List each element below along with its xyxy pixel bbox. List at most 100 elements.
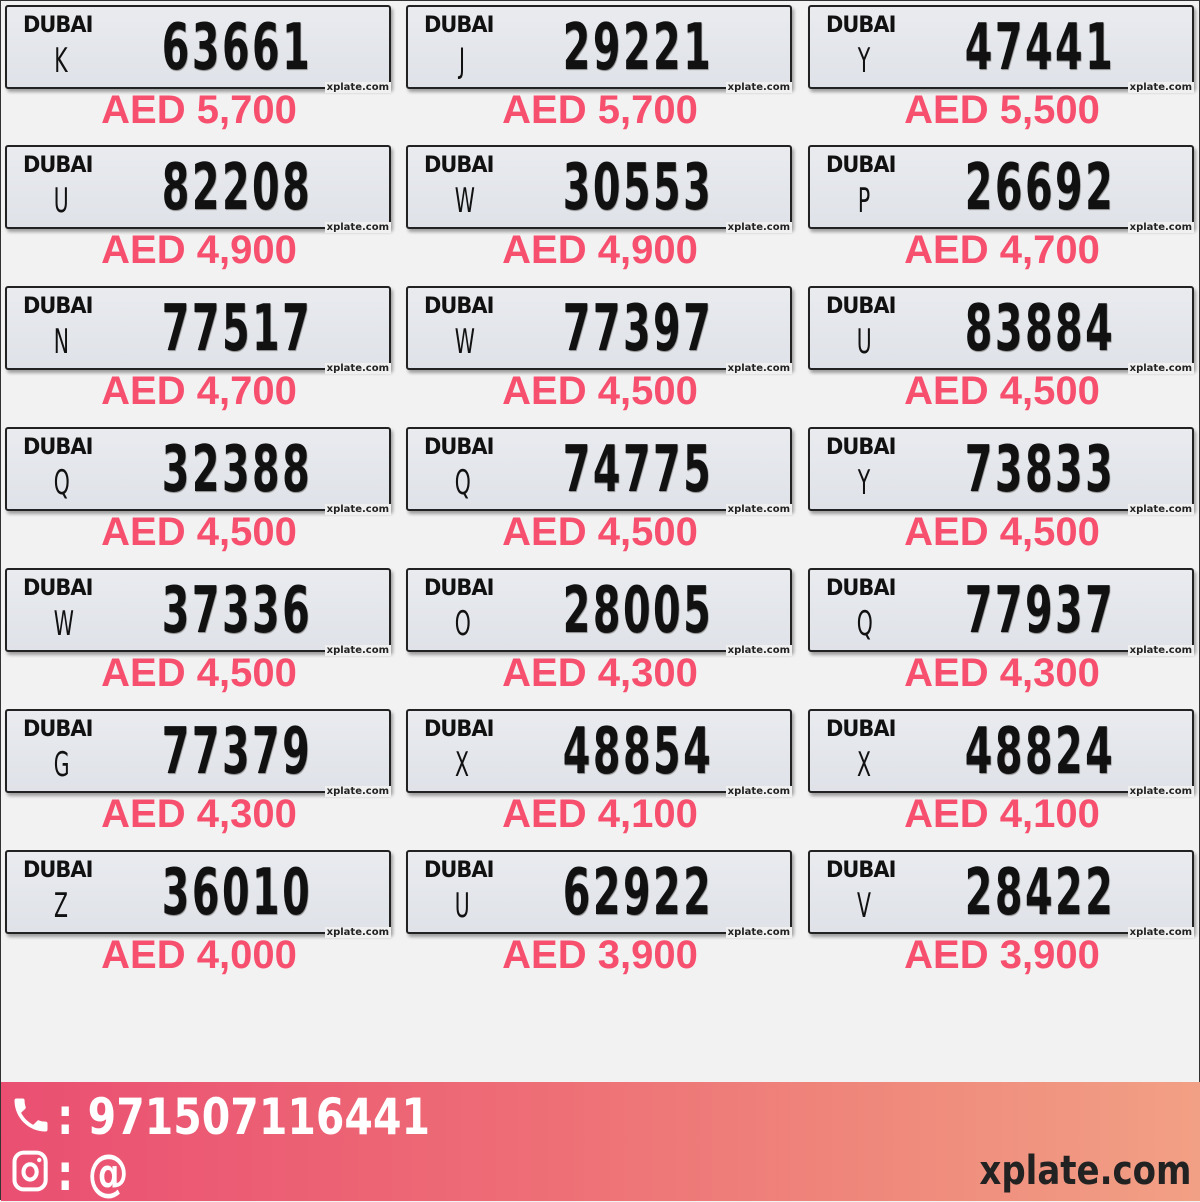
plate-code: W [454, 322, 475, 362]
plate-price: AED 4,700 [904, 228, 1100, 272]
plate-listing[interactable]: DUBAI Z 36010 xplate.com AED 4,000 [5, 850, 393, 990]
plate-grid: DUBAI K 63661 xplate.com AED 5,700 DUBAI… [1, 1, 1200, 1076]
plate-code: Q [53, 463, 70, 503]
plate-code: W [454, 181, 475, 221]
plate-listing[interactable]: DUBAI O 28005 xplate.com AED 4,300 [406, 568, 794, 708]
plate-code: P [857, 181, 871, 221]
plate-listing[interactable]: DUBAI Q 77937 xplate.com AED 4,300 [808, 568, 1196, 708]
plate-code: N [53, 322, 70, 362]
plate-listing[interactable]: DUBAI G 77379 xplate.com AED 4,300 [5, 709, 393, 849]
instagram-icon [9, 1148, 57, 1199]
plate-emirate: DUBAI [826, 717, 896, 742]
plate-emirate: DUBAI [23, 13, 93, 38]
plate-listing[interactable]: DUBAI Q 32388 xplate.com AED 4,500 [5, 427, 393, 567]
plate-price: AED 4,500 [502, 510, 698, 554]
license-plate: DUBAI G 77379 xplate.com [5, 709, 391, 797]
plate-watermark: xplate.com [725, 786, 792, 797]
plate-number: 28005 [562, 574, 714, 648]
plate-price: AED 4,700 [101, 369, 297, 413]
plate-watermark: xplate.com [324, 363, 391, 374]
plate-listing[interactable]: DUBAI Y 47441 xplate.com AED 5,500 [808, 5, 1196, 145]
plate-listing[interactable]: DUBAI Q 74775 xplate.com AED 4,500 [406, 427, 794, 567]
plate-watermark: xplate.com [324, 82, 391, 93]
plate-number: 48854 [562, 715, 714, 789]
plate-watermark: xplate.com [725, 363, 792, 374]
license-plate: DUBAI W 77397 xplate.com [406, 286, 792, 374]
phone-row: : 971507116441 [9, 1088, 512, 1146]
plate-price: AED 5,500 [904, 88, 1100, 132]
license-plate: DUBAI X 48854 xplate.com [406, 709, 792, 797]
plate-watermark: xplate.com [1127, 504, 1194, 515]
license-plate: DUBAI Y 73833 xplate.com [808, 427, 1194, 515]
plate-price: AED 4,500 [101, 510, 297, 554]
plate-price: AED 4,300 [502, 651, 698, 695]
plate-number: 82208 [161, 151, 313, 225]
plate-number: 62922 [562, 856, 714, 930]
plate-watermark: xplate.com [1127, 82, 1194, 93]
plate-code: Y [857, 41, 871, 81]
phone-number[interactable]: : 971507116441 [57, 1088, 431, 1146]
plate-code: U [856, 322, 872, 362]
plate-number: 74775 [562, 433, 714, 507]
plate-number: 47441 [964, 11, 1116, 85]
plate-emirate: DUBAI [23, 717, 93, 742]
plate-listing[interactable]: DUBAI K 63661 xplate.com AED 5,700 [5, 5, 393, 145]
plate-emirate: DUBAI [826, 858, 896, 883]
plate-listing[interactable]: DUBAI U 62922 xplate.com AED 3,900 [406, 850, 794, 990]
plate-number: 77517 [161, 292, 313, 366]
plate-emirate: DUBAI [23, 858, 93, 883]
license-plate: DUBAI Y 47441 xplate.com [808, 5, 1194, 93]
plate-price: AED 4,100 [502, 792, 698, 836]
plate-emirate: DUBAI [23, 435, 93, 460]
plate-listing[interactable]: DUBAI W 30553 xplate.com AED 4,900 [406, 145, 794, 285]
plate-number: 77937 [964, 574, 1116, 648]
license-plate: DUBAI J 29221 xplate.com [406, 5, 792, 93]
plate-emirate: DUBAI [424, 153, 494, 178]
plate-code: W [53, 604, 74, 644]
plate-listing[interactable]: DUBAI W 77397 xplate.com AED 4,500 [406, 286, 794, 426]
contact-footer: : 971507116441 : @ xplate.com [1, 1082, 1200, 1202]
plate-emirate: DUBAI [424, 576, 494, 601]
license-plate: DUBAI N 77517 xplate.com [5, 286, 391, 374]
plate-code: J [458, 41, 466, 81]
plate-emirate: DUBAI [424, 435, 494, 460]
plate-emirate: DUBAI [826, 576, 896, 601]
plate-emirate: DUBAI [826, 13, 896, 38]
plate-listing[interactable]: DUBAI Y 73833 xplate.com AED 4,500 [808, 427, 1196, 567]
plate-listing[interactable]: DUBAI N 77517 xplate.com AED 4,700 [5, 286, 393, 426]
plate-emirate: DUBAI [826, 294, 896, 319]
instagram-row: : @ [9, 1144, 144, 1202]
plate-listing[interactable]: DUBAI W 37336 xplate.com AED 4,500 [5, 568, 393, 708]
plate-code: K [54, 41, 68, 81]
plate-code: X [455, 745, 469, 785]
plate-listing[interactable]: DUBAI X 48824 xplate.com AED 4,100 [808, 709, 1196, 849]
plate-listing[interactable]: DUBAI U 82208 xplate.com AED 4,900 [5, 145, 393, 285]
plate-code: Q [856, 604, 873, 644]
instagram-handle[interactable]: : @ [57, 1144, 129, 1202]
plate-emirate: DUBAI [826, 153, 896, 178]
plate-number: 83884 [964, 292, 1116, 366]
plate-emirate: DUBAI [826, 435, 896, 460]
plate-number: 77379 [161, 715, 313, 789]
plate-listing[interactable]: DUBAI X 48854 xplate.com AED 4,100 [406, 709, 794, 849]
plate-emirate: DUBAI [23, 153, 93, 178]
plate-emirate: DUBAI [424, 13, 494, 38]
plate-price: AED 4,300 [101, 792, 297, 836]
plate-listing[interactable]: DUBAI J 29221 xplate.com AED 5,700 [406, 5, 794, 145]
plate-code: G [53, 745, 70, 785]
plate-price: AED 4,300 [904, 651, 1100, 695]
plate-number: 77397 [562, 292, 714, 366]
plate-watermark: xplate.com [324, 645, 391, 656]
plate-listing[interactable]: DUBAI V 28422 xplate.com AED 3,900 [808, 850, 1196, 990]
plate-listing[interactable]: DUBAI P 26692 xplate.com AED 4,700 [808, 145, 1196, 285]
plate-listing[interactable]: DUBAI U 83884 xplate.com AED 4,500 [808, 286, 1196, 426]
plate-emirate: DUBAI [424, 858, 494, 883]
license-plate: DUBAI O 28005 xplate.com [406, 568, 792, 656]
plate-watermark: xplate.com [1127, 927, 1194, 938]
plate-watermark: xplate.com [725, 222, 792, 233]
license-plate: DUBAI X 48824 xplate.com [808, 709, 1194, 797]
plate-price: AED 3,900 [904, 933, 1100, 977]
plate-number: 63661 [161, 11, 313, 85]
plate-watermark: xplate.com [725, 504, 792, 515]
plate-emirate: DUBAI [424, 294, 494, 319]
